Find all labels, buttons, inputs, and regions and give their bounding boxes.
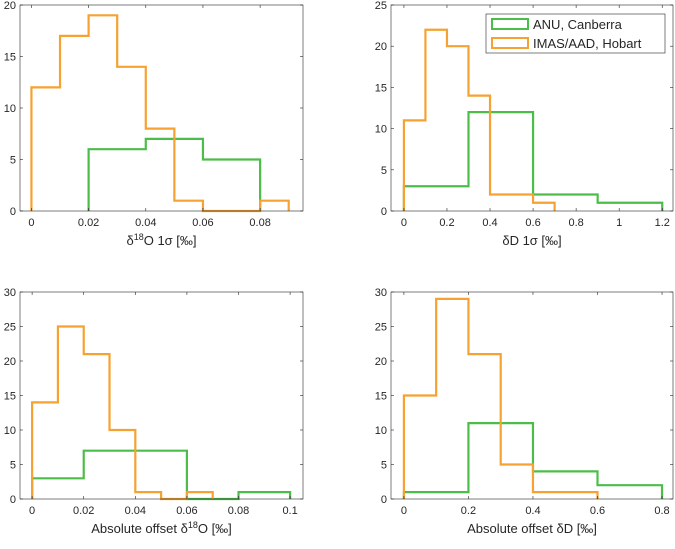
x-label-rest: O 1σ [‰] <box>144 233 197 248</box>
x-tick-label: 0 <box>401 505 407 517</box>
y-tick-label: 0 <box>10 494 16 506</box>
x-tick-label: 0.2 <box>461 505 476 517</box>
legend-swatch <box>491 37 529 49</box>
y-tick-label: 0 <box>381 494 387 506</box>
legend-box <box>485 13 666 54</box>
histogram-anu <box>402 422 664 499</box>
y-tick-label: 30 <box>375 287 387 299</box>
x-axis-label: δD 1σ [‰] <box>502 233 561 248</box>
x-tick-label: 0.4 <box>482 217 497 229</box>
x-label-main: Absolute offset δ <box>91 521 188 536</box>
y-tick-label: 20 <box>4 356 16 368</box>
subplot-1: 0 0.02 0.04 0.06 0.08 0 5 10 15 20 δ18O 1σ [‰] <box>4 0 304 248</box>
x-tick-label: 0.06 <box>176 505 197 517</box>
histogram-imas <box>402 297 599 499</box>
y-tick-label: 0 <box>381 206 387 218</box>
y-tick-label: 15 <box>4 52 16 64</box>
y-tick-label: 20 <box>375 356 387 368</box>
y-tick-label: 5 <box>10 155 16 167</box>
x-tick-label: 0 <box>28 217 34 229</box>
y-tick-label: 10 <box>375 124 387 136</box>
x-axis-label: Absolute offset δD [‰] <box>467 521 597 536</box>
x-label-rest: O [‰] <box>198 521 232 536</box>
histogram-imas <box>402 28 556 211</box>
subplot-3: 0 0.02 0.04 0.06 0.08 0.1 0 5 10 15 20 25 30 Absolute… <box>4 287 304 536</box>
y-tick-label: 10 <box>4 425 16 437</box>
y-tick-label: 15 <box>375 82 387 94</box>
x-tick-label: 0.8 <box>568 217 583 229</box>
histogram-imas <box>31 325 214 501</box>
histogram-anu <box>402 111 664 211</box>
x-label-superscript: 18 <box>134 232 144 242</box>
x-label-main: δD 1σ [‰] <box>502 233 561 248</box>
legend: ANU, Canberra IMAS/AAD, Hobart <box>485 13 666 54</box>
subplot-4: 0 0.2 0.4 0.6 0.8 0 5 10 15 20 25 30 Absolute offset… <box>375 287 674 536</box>
y-tick-label: 25 <box>375 0 387 12</box>
x-tick-label: 0.6 <box>525 217 540 229</box>
y-tick-label: 10 <box>4 103 16 115</box>
x-tick-label: 0.6 <box>590 505 605 517</box>
y-tick-label: 5 <box>381 165 387 177</box>
axes-box <box>390 4 674 212</box>
x-tick-label: 0.02 <box>73 505 94 517</box>
y-tick-label: 20 <box>375 41 387 53</box>
x-tick-label: 0.8 <box>654 505 669 517</box>
x-tick-label: 0.4 <box>525 505 540 517</box>
y-tick-label: 30 <box>4 287 16 299</box>
x-tick-label: 0.02 <box>78 217 99 229</box>
x-label-main: Absolute offset δD [‰] <box>467 521 597 536</box>
legend-label: IMAS/AAD, Hobart <box>533 36 642 51</box>
y-tick-label: 20 <box>4 0 16 12</box>
x-tick-label: 0 <box>29 505 35 517</box>
x-axis-label: δ18O 1σ [‰] <box>126 232 196 248</box>
x-label-superscript: 18 <box>188 520 198 530</box>
subplot-2: 0 0.2 0.4 0.6 0.8 1 1.2 0 5 10 15 20 25 δD 1σ [‰] <box>375 0 674 248</box>
y-tick-label: 25 <box>375 322 387 334</box>
y-tick-label: 5 <box>381 460 387 472</box>
y-tick-label: 15 <box>375 391 387 403</box>
histogram-anu <box>31 449 292 501</box>
x-tick-label: 0 <box>401 217 407 229</box>
x-tick-label: 0.06 <box>192 217 213 229</box>
axes-box <box>19 291 304 500</box>
y-tick-label: 15 <box>4 391 16 403</box>
y-tick-label: 25 <box>4 322 16 334</box>
y-tick-label: 5 <box>10 460 16 472</box>
y-tick-label: 10 <box>375 425 387 437</box>
x-tick-label: 0.08 <box>228 505 249 517</box>
x-tick-label: 0.04 <box>135 217 156 229</box>
x-label-main: δ <box>126 233 133 248</box>
x-axis-label: Absolute offset δ18O [‰] <box>91 520 232 536</box>
x-tick-label: 0.2 <box>439 217 454 229</box>
y-tick-label: 0 <box>10 206 16 218</box>
x-tick-label: 0.1 <box>282 505 297 517</box>
histogram-imas <box>30 14 290 213</box>
legend-label: ANU, Canberra <box>533 17 623 32</box>
x-tick-label: 0.08 <box>249 217 270 229</box>
x-tick-label: 1.2 <box>655 217 670 229</box>
x-tick-label: 0.04 <box>125 505 146 517</box>
x-tick-label: 1 <box>616 217 622 229</box>
legend-swatch <box>491 18 529 30</box>
